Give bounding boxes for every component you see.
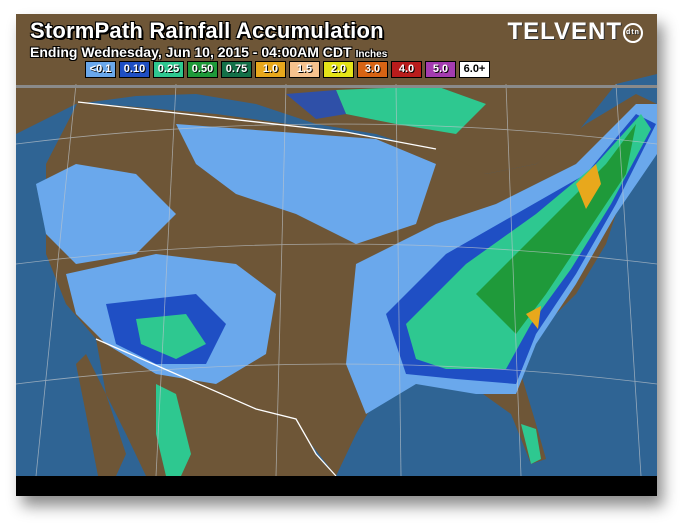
legend-swatch: 0.25 bbox=[153, 61, 184, 78]
precip-virginia-orange bbox=[526, 306, 541, 329]
rainfall-map: StormPath Rainfall Accumulation Ending W… bbox=[16, 14, 657, 496]
legend-swatch: 5.0 bbox=[425, 61, 456, 78]
legend-swatch: 4.0 bbox=[391, 61, 422, 78]
brand-text: TELVENT bbox=[507, 18, 622, 45]
precip-mexico-west bbox=[156, 384, 191, 476]
legend-swatch: 2.0 bbox=[323, 61, 354, 78]
header-divider bbox=[16, 85, 657, 88]
precip-overlay bbox=[36, 86, 657, 476]
dtn-badge: dtn bbox=[623, 22, 643, 43]
legend-swatch: 1.0 bbox=[255, 61, 286, 78]
precip-canada-band bbox=[336, 86, 486, 134]
rainfall-legend: <0.1 0.10 0.25 0.50 0.75 1.0 1.5 2.0 3.0… bbox=[85, 61, 490, 78]
us-border bbox=[77, 101, 437, 477]
graticule bbox=[16, 83, 657, 477]
precip-northeast-orange bbox=[576, 164, 601, 209]
precip-canada-blue bbox=[286, 90, 346, 119]
legend-swatch: 1.5 bbox=[289, 61, 320, 78]
precip-southwest-green bbox=[136, 314, 206, 359]
legend-swatch: <0.1 bbox=[85, 61, 116, 78]
telvent-logo: TELVENT dtn bbox=[507, 18, 643, 46]
map-title: StormPath Rainfall Accumulation bbox=[30, 18, 384, 43]
map-canvas bbox=[16, 14, 657, 477]
map-subtitle: Ending Wednesday, Jun 10, 2015 - 04:00AM… bbox=[30, 44, 387, 60]
legend-swatch: 6.0+ bbox=[459, 61, 490, 78]
baja-land bbox=[76, 354, 126, 476]
precip-northwest bbox=[36, 164, 176, 264]
precip-north-plains bbox=[176, 124, 436, 244]
bottom-bar bbox=[16, 476, 657, 496]
units-label: Inches bbox=[355, 49, 388, 60]
precip-florida bbox=[521, 424, 541, 464]
legend-swatch: 0.75 bbox=[221, 61, 252, 78]
valid-time: Ending Wednesday, Jun 10, 2015 - 04:00AM… bbox=[30, 44, 352, 60]
legend-swatch: 3.0 bbox=[357, 61, 388, 78]
legend-swatch: 0.10 bbox=[119, 61, 150, 78]
legend-swatch: 0.50 bbox=[187, 61, 218, 78]
